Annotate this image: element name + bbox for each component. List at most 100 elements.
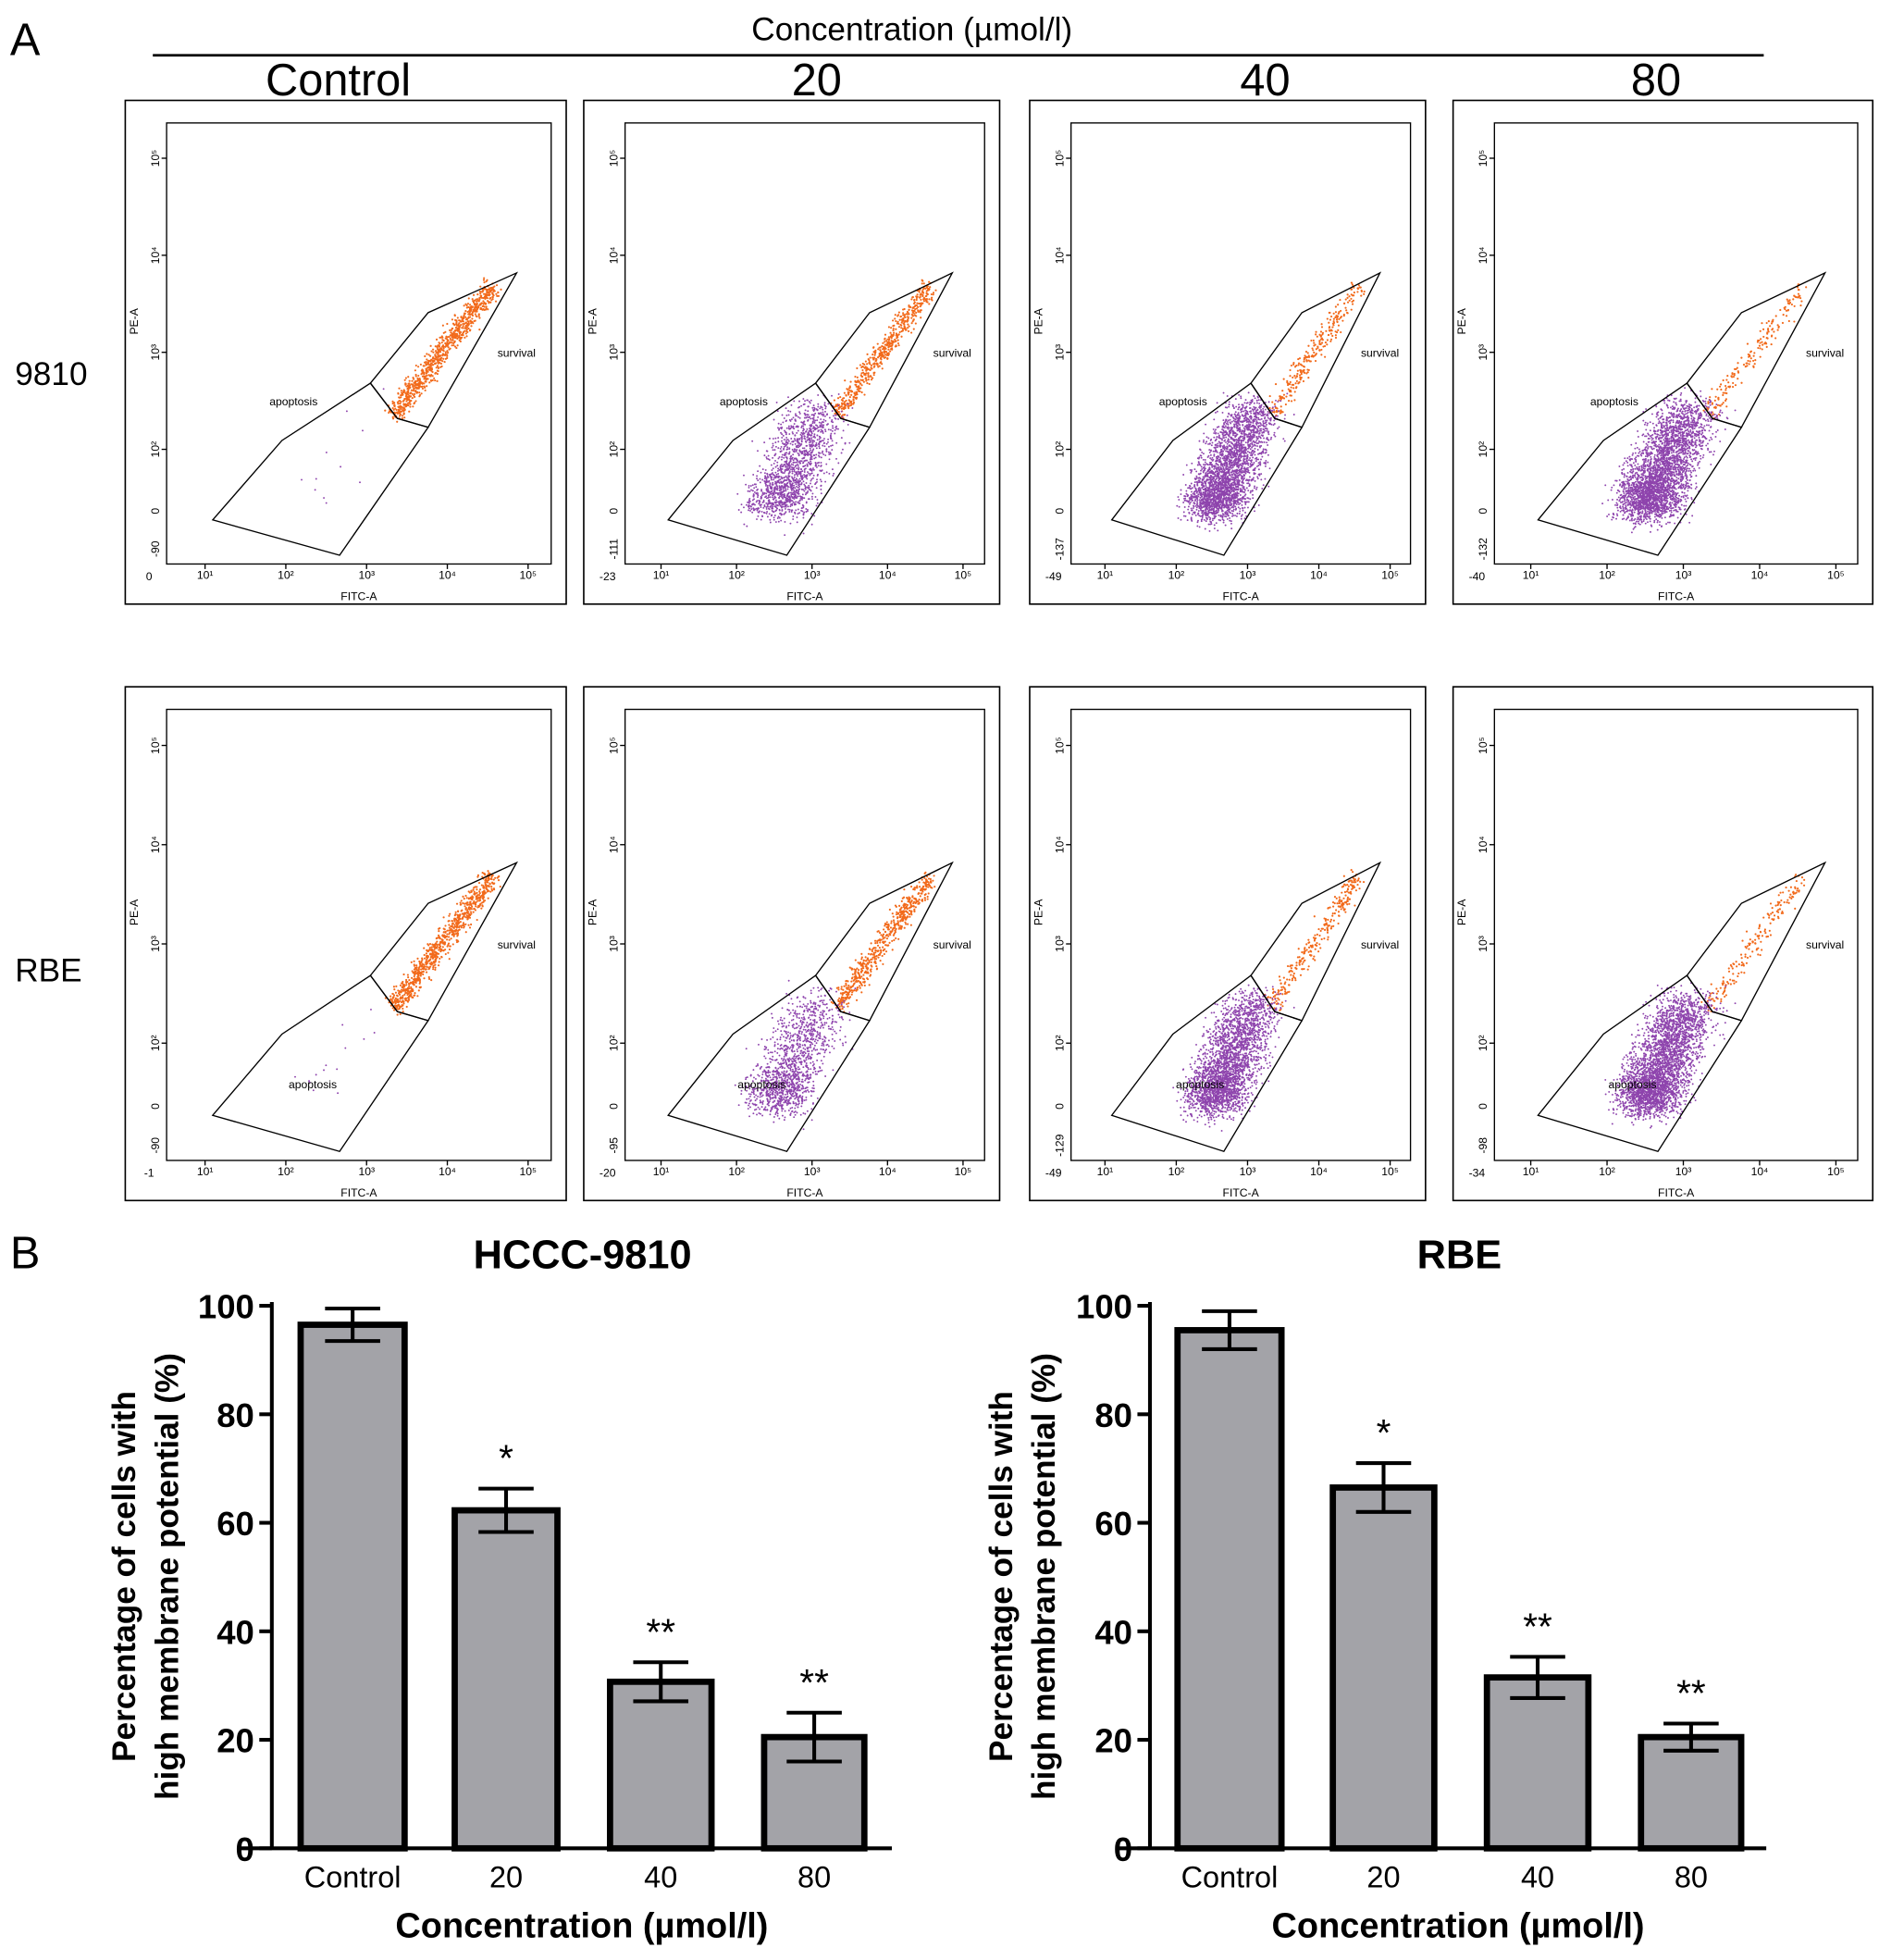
scatter-point-apoptosis bbox=[1203, 432, 1205, 435]
scatter-point-survival bbox=[417, 382, 420, 385]
scatter-point-apoptosis bbox=[753, 508, 756, 511]
scatter-point-apoptosis bbox=[795, 489, 797, 491]
scatter-point-apoptosis bbox=[792, 459, 795, 462]
scatter-point-apoptosis bbox=[814, 482, 817, 484]
scatter-point-survival bbox=[896, 314, 900, 316]
scatter-point-apoptosis bbox=[1239, 428, 1242, 431]
scatter-point-survival bbox=[439, 362, 443, 366]
scatter-point-apoptosis bbox=[1264, 416, 1267, 418]
scatter-point-survival bbox=[489, 289, 493, 292]
scatter-point-apoptosis bbox=[1218, 514, 1220, 516]
scatter-point-apoptosis bbox=[1274, 435, 1277, 438]
scatter-point-survival bbox=[456, 333, 459, 337]
scatter-point-survival bbox=[1326, 317, 1329, 320]
scatter-point-survival bbox=[1332, 321, 1336, 325]
scatter-point-apoptosis bbox=[809, 443, 811, 446]
scatter-point-apoptosis bbox=[789, 442, 792, 445]
scatter-point-apoptosis bbox=[784, 502, 786, 504]
scatter-point-survival bbox=[486, 300, 489, 303]
scatter-point-apoptosis bbox=[1257, 413, 1259, 416]
scatter-point-apoptosis bbox=[340, 465, 342, 468]
scatter-point-survival bbox=[403, 408, 406, 411]
x-tick-label: 10³ bbox=[358, 569, 375, 582]
scatter-point-survival bbox=[925, 290, 928, 292]
scatter-point-apoptosis bbox=[1180, 493, 1182, 495]
scatter-point-survival bbox=[922, 300, 926, 303]
scatter-point-apoptosis bbox=[1195, 477, 1198, 479]
scatter-point-apoptosis bbox=[1268, 467, 1271, 470]
apoptosis-label: apoptosis bbox=[269, 395, 317, 408]
scatter-point-survival bbox=[1292, 383, 1295, 386]
scatter-point-apoptosis bbox=[1183, 506, 1186, 508]
scatter-point-survival bbox=[392, 408, 395, 411]
scatter-point-apoptosis bbox=[779, 493, 782, 496]
scatter-point-apoptosis bbox=[785, 440, 788, 443]
scatter-point-apoptosis bbox=[819, 469, 822, 472]
scatter-point-survival bbox=[422, 372, 426, 375]
scatter-point-survival bbox=[890, 347, 894, 350]
scatter-point-apoptosis bbox=[1242, 435, 1244, 438]
scatter-point-apoptosis bbox=[800, 404, 803, 407]
scatter-point-apoptosis bbox=[1230, 473, 1233, 476]
scatter-point-apoptosis bbox=[787, 440, 790, 442]
scatter-point-survival bbox=[415, 391, 418, 394]
scatter-point-survival bbox=[1332, 324, 1335, 327]
scatter-point-apoptosis bbox=[816, 439, 819, 441]
scatter-point-survival bbox=[884, 343, 887, 346]
scatter-point-survival bbox=[442, 347, 445, 350]
scatter-point-apoptosis bbox=[759, 510, 761, 513]
scatter-point-survival bbox=[452, 335, 455, 339]
scatter-point-survival bbox=[869, 368, 872, 372]
scatter-point-survival bbox=[427, 374, 430, 377]
scatter-point-apoptosis bbox=[791, 448, 794, 451]
scatter-point-apoptosis bbox=[796, 516, 798, 518]
scatter-point-apoptosis bbox=[825, 471, 828, 474]
scatter-point-apoptosis bbox=[802, 516, 805, 519]
scatter-point-apoptosis bbox=[800, 507, 803, 510]
scatter-point-survival bbox=[492, 286, 495, 289]
scatter-point-survival bbox=[497, 294, 500, 297]
scatter-point-apoptosis bbox=[822, 453, 825, 456]
scatter-point-survival bbox=[437, 351, 439, 354]
scatter-point-survival bbox=[436, 355, 439, 358]
scatter-point-apoptosis bbox=[1218, 426, 1220, 428]
scatter-point-survival bbox=[407, 376, 410, 378]
scatter-point-apoptosis bbox=[821, 429, 823, 432]
scatter-point-survival bbox=[850, 393, 853, 396]
scatter-point-apoptosis bbox=[831, 449, 834, 452]
scatter-point-apoptosis bbox=[810, 460, 812, 463]
scatter-point-survival bbox=[1282, 378, 1285, 380]
scatter-point-survival bbox=[1294, 382, 1297, 385]
scatter-point-apoptosis bbox=[799, 475, 802, 478]
x-tick-label: 10⁴ bbox=[879, 569, 896, 582]
scatter-point-apoptosis bbox=[784, 534, 786, 537]
scatter-point-apoptosis bbox=[820, 462, 822, 464]
scatter-point-apoptosis bbox=[1234, 418, 1237, 421]
scatter-point-apoptosis bbox=[822, 440, 824, 442]
scatter-point-survival bbox=[451, 328, 453, 330]
scatter-point-apoptosis bbox=[773, 478, 775, 481]
scatter-point-survival bbox=[478, 298, 481, 301]
scatter-point-survival bbox=[1292, 376, 1294, 378]
scatter-point-apoptosis bbox=[1218, 465, 1220, 468]
scatter-point-survival bbox=[471, 298, 474, 301]
scatter-point-survival bbox=[478, 329, 481, 331]
scatter-point-survival bbox=[1316, 335, 1318, 338]
scatter-point-apoptosis bbox=[792, 515, 795, 517]
scatter-point-apoptosis bbox=[1202, 453, 1205, 455]
scatter-point-survival bbox=[464, 321, 467, 324]
scatter-point-survival bbox=[895, 328, 897, 330]
scatter-point-apoptosis bbox=[847, 423, 849, 426]
scatter-point-survival bbox=[464, 310, 467, 313]
scatter-point-survival bbox=[391, 406, 394, 410]
scatter-point-survival bbox=[884, 333, 887, 336]
scatter-point-apoptosis bbox=[1228, 401, 1230, 403]
scatter-point-apoptosis bbox=[792, 453, 795, 456]
scatter-point-apoptosis bbox=[791, 470, 794, 473]
scatter-point-apoptosis bbox=[818, 445, 821, 448]
scatter-point-survival bbox=[904, 329, 907, 331]
scatter-point-apoptosis bbox=[796, 458, 797, 460]
scatter-point-apoptosis bbox=[818, 438, 821, 440]
scatter-point-survival bbox=[860, 391, 863, 394]
